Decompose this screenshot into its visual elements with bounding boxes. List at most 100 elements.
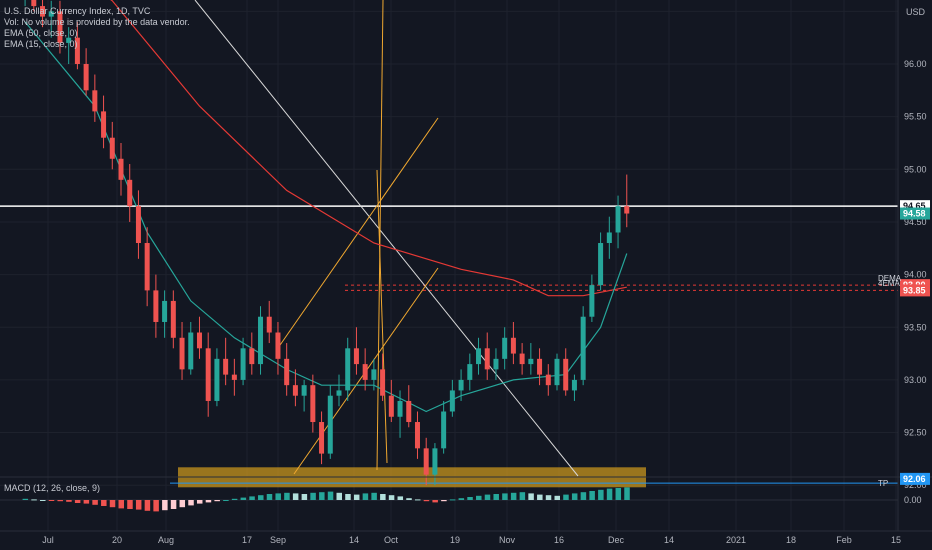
macd-bar [83,500,90,504]
candle [153,274,159,338]
macd-legend[interactable]: MACD (12, 26, close, 9) [4,483,101,493]
macd-bar [179,500,186,508]
candle [240,337,246,386]
candle-body [57,11,63,43]
candle [48,0,54,38]
candle [188,321,194,375]
price-tag: 94.58 [900,207,930,220]
candle-body [528,358,534,365]
candle [223,337,229,386]
macd-bar [40,500,46,501]
price-tick-label: 93.00 [904,375,927,385]
macd-bar [336,492,342,500]
candle [528,343,534,375]
time-tick-label: Dec [608,535,625,545]
candle [66,27,72,64]
macd-bar [458,498,465,500]
candle [266,300,272,344]
price-tag-text: 94.65 [903,201,926,211]
candle-body [493,358,499,370]
macd-bar [624,487,630,500]
macd-bar [327,491,334,500]
candle [327,385,333,459]
candle [83,48,89,96]
chart-legend: U.S. Dollar Currency Index, 1D, TVC Vol:… [4,6,190,50]
candle-body [441,411,447,449]
ema50-legend[interactable]: EMA (50, close, 0) [4,28,78,38]
macd-bar [388,495,395,500]
candle [92,74,98,122]
candle [40,0,46,28]
macd-bar [266,494,273,500]
candle-body [449,390,455,412]
line-tag: TP [878,479,888,488]
macd-bar [606,488,613,500]
symbol-title[interactable]: U.S. Dollar Currency Index, 1D, TVC [4,6,151,16]
candle-body [162,300,168,322]
candle-body [109,137,115,159]
macd-bar [74,500,81,503]
candle-body [327,395,333,454]
macd-bar [423,500,430,502]
time-tick-label: Feb [836,535,852,545]
time-tick-label: 14 [664,535,674,545]
grid-lines [0,0,898,531]
macd-bar [554,495,560,500]
candles [24,0,630,486]
candle-body [301,385,307,396]
macd-bar [188,500,194,506]
price-axis: USD 96.00 95.50 95.00 94.50 94.00 93.50 93.00 92… [878,7,930,505]
candle [624,174,630,228]
candle [580,306,586,386]
price-tick-label: 92.50 [904,428,927,438]
macd-bar [231,498,238,500]
candle [554,353,560,391]
time-tick-label: 17 [242,535,252,545]
macd-bar [284,492,290,500]
macd-bar [196,500,203,504]
candle-body [345,348,351,391]
candle-body [231,374,237,380]
macd-bar [571,493,578,500]
ema15-legend[interactable]: EMA (15, close, 0) [4,39,78,49]
macd-bar [48,500,55,501]
macd-bar [109,500,116,508]
macd-bar [31,499,37,501]
macd-bar [449,499,456,501]
candle-body [118,158,124,180]
candle-body [606,232,612,244]
candle-body [624,206,630,214]
candle [292,369,298,407]
macd-bar [510,492,517,500]
candle [127,164,133,222]
candle-body [362,364,368,380]
candle-body [266,316,272,333]
candle-body [406,400,412,423]
candle-body [196,332,202,349]
candle-body [467,364,473,380]
price-tag-text: 93.85 [903,285,926,295]
macd-bar [528,493,534,500]
price-tag-text: 92.06 [903,474,926,484]
macd-bar [92,500,98,505]
macd-bar [406,498,412,500]
candle-body [179,337,185,370]
candle [345,337,351,401]
candle-body [380,369,386,396]
candle-body [249,348,255,365]
macd-bar [249,496,255,500]
candle [606,216,612,259]
candle-body [371,369,377,380]
time-tick-label: Nov [499,535,516,545]
candle [449,379,455,417]
candle-body [319,422,325,454]
candle-body [127,179,133,207]
price-tick-label: 95.00 [904,164,927,174]
line-tag: DEMA [878,274,902,283]
candle [196,316,202,359]
candle-body [414,422,420,449]
price-tick-label: 95.50 [904,112,927,122]
candle-body [353,348,359,365]
time-tick-label: 18 [786,535,796,545]
